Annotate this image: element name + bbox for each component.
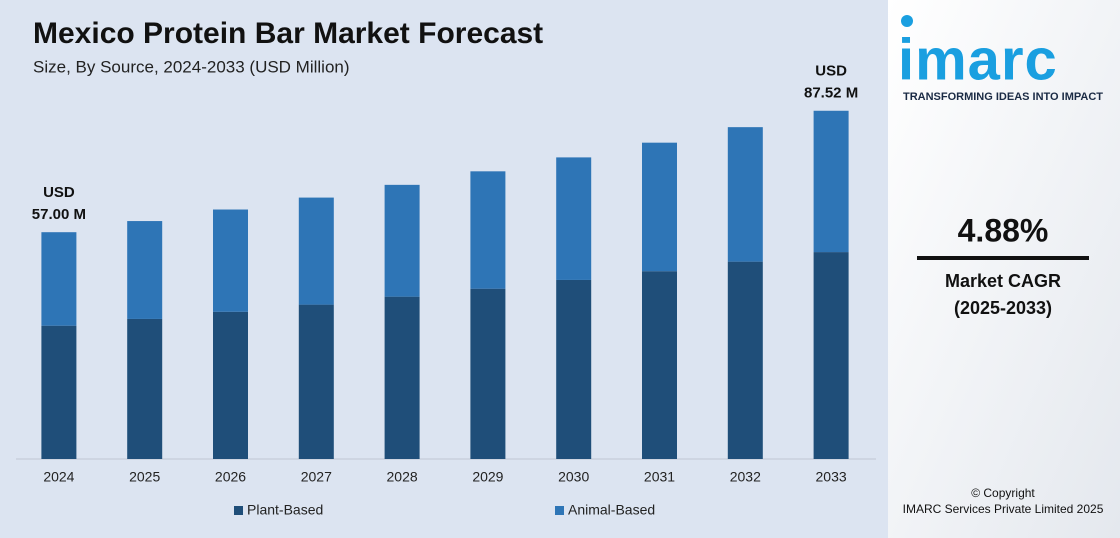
chart-subtitle: Size, By Source, 2024-2033 (USD Million) [33,57,350,76]
bar-segment [556,279,592,459]
bar-segment [556,157,592,280]
logo-dot [901,15,913,27]
x-tick-label: 2030 [558,469,589,485]
bar-segment [470,171,506,289]
chart-title: Mexico Protein Bar Market Forecast [33,17,543,50]
x-tick-label: 2032 [730,469,761,485]
x-tick-label: 2033 [816,469,847,485]
x-tick-label: 2029 [472,469,503,485]
x-tick-label: 2024 [43,469,74,485]
legend-label: Animal-Based [568,502,655,518]
copyright: © Copyright [971,486,1035,500]
bar-segment [127,221,163,319]
bar-segment [642,271,677,459]
legend-swatch [555,506,564,515]
x-tick-label: 2028 [387,469,418,485]
bar-segment [384,184,420,297]
total-label: USD [43,184,75,201]
legend-label: Plant-Based [247,502,323,518]
bar-segment [41,325,77,459]
bar-segment [727,261,763,459]
bar-segment [213,311,248,459]
bar-segment [813,252,849,459]
bar-segment [813,110,849,253]
bar-segment [213,209,248,312]
bar-segment [298,197,334,305]
bar-segment [727,127,763,262]
side-panel [888,0,1120,538]
bar-segment [384,296,420,459]
x-tick-label: 2027 [301,469,332,485]
cagr-value: 4.88% [958,212,1049,248]
logo: imarc [898,27,1058,92]
bar-segment [298,304,334,459]
total-label: 87.52 M [804,85,858,102]
cagr-label: Market CAGR [945,271,1061,291]
bar-segment [470,288,506,459]
total-label: 57.00 M [32,206,86,223]
legend-swatch [234,506,243,515]
tagline: TRANSFORMING IDEAS INTO IMPACT [903,91,1103,103]
x-tick-label: 2031 [644,469,675,485]
x-tick-label: 2025 [129,469,160,485]
company: IMARC Services Private Limited 2025 [903,502,1104,516]
total-label: USD [815,63,847,80]
bar-segment [642,142,677,272]
bar-segment [41,232,77,326]
bar-segment [127,318,163,459]
cagr-period: (2025-2033) [954,298,1052,318]
x-tick-label: 2026 [215,469,246,485]
